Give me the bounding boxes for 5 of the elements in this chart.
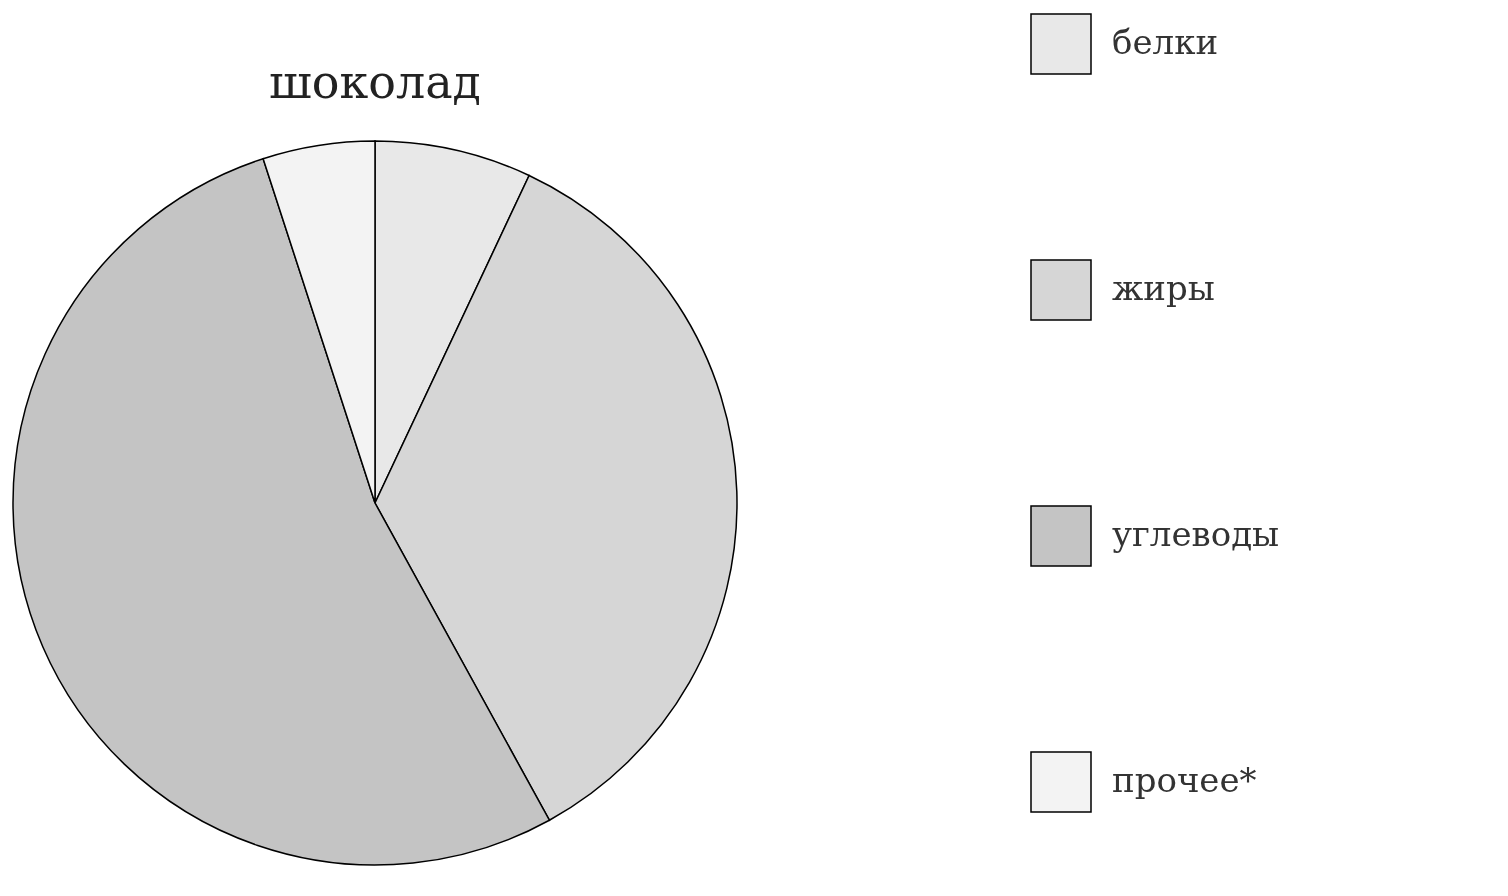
legend-label: белки [1112, 22, 1219, 62]
legend-label: прочее* [1112, 760, 1257, 800]
legend-label: углеводы [1112, 514, 1280, 554]
text: шоколад [269, 55, 481, 109]
legend-label: жиры [1112, 268, 1215, 308]
